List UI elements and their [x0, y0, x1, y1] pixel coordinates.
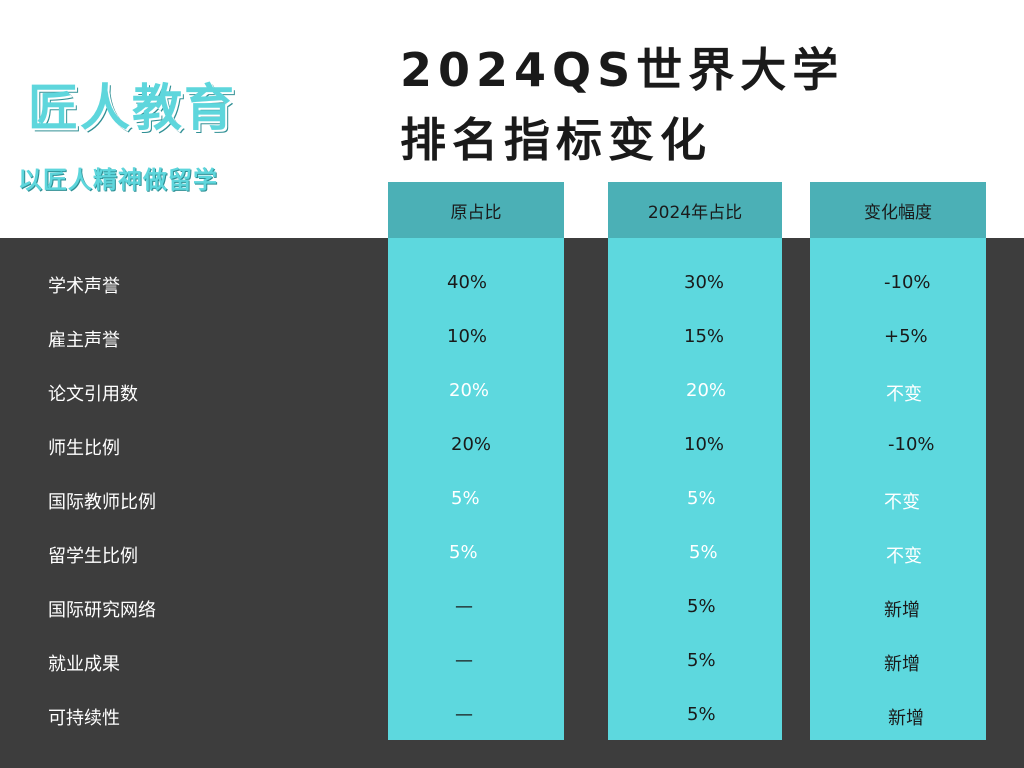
- page-title-line1: 2024QS世界大学: [400, 43, 845, 97]
- cell-change: -10%: [884, 272, 931, 293]
- cell-change: 新增: [888, 708, 924, 729]
- column-header-change: 变化幅度: [810, 182, 986, 238]
- cell-change: -10%: [888, 434, 935, 455]
- row-label: 学术声誉: [48, 276, 120, 297]
- row-label: 雇主声誉: [48, 330, 120, 351]
- column-header-new: 2024年占比: [608, 182, 782, 238]
- cell-change: 不变: [884, 492, 920, 513]
- column-old-share: 原占比: [388, 182, 564, 740]
- column-header-old: 原占比: [388, 182, 564, 238]
- cell-change: 新增: [884, 600, 920, 621]
- cell-old: —: [455, 704, 473, 725]
- cell-new: 5%: [689, 542, 718, 563]
- row-label: 师生比例: [48, 438, 120, 459]
- cell-old: 5%: [451, 488, 480, 509]
- brand-slogan: 以匠人精神做留学: [18, 166, 218, 194]
- cell-new: 5%: [687, 650, 716, 671]
- page-title-line2: 排名指标变化: [400, 113, 712, 167]
- cell-new: 5%: [687, 596, 716, 617]
- column-new-share: 2024年占比: [608, 182, 782, 740]
- cell-new: 5%: [687, 488, 716, 509]
- cell-change: 不变: [886, 546, 922, 567]
- row-label: 就业成果: [48, 654, 120, 675]
- cell-old: —: [455, 650, 473, 671]
- row-label: 国际研究网络: [48, 600, 156, 621]
- cell-old: —: [455, 596, 473, 617]
- cell-old: 5%: [449, 542, 478, 563]
- cell-change: 不变: [886, 384, 922, 405]
- row-label: 留学生比例: [48, 546, 138, 567]
- cell-new: 30%: [684, 272, 725, 293]
- cell-change: +5%: [884, 326, 928, 347]
- cell-old: 20%: [451, 434, 492, 455]
- row-label: 国际教师比例: [48, 492, 156, 513]
- cell-new: 10%: [684, 434, 725, 455]
- row-label: 可持续性: [48, 708, 120, 729]
- cell-new: 20%: [686, 380, 727, 401]
- cell-old: 40%: [447, 272, 488, 293]
- cell-new: 15%: [684, 326, 725, 347]
- brand-logo: 匠人教育: [28, 79, 236, 137]
- row-label: 论文引用数: [48, 384, 138, 405]
- column-change: 变化幅度: [810, 182, 986, 740]
- cell-new: 5%: [687, 704, 716, 725]
- cell-old: 20%: [449, 380, 490, 401]
- cell-change: 新增: [884, 654, 920, 675]
- cell-old: 10%: [447, 326, 488, 347]
